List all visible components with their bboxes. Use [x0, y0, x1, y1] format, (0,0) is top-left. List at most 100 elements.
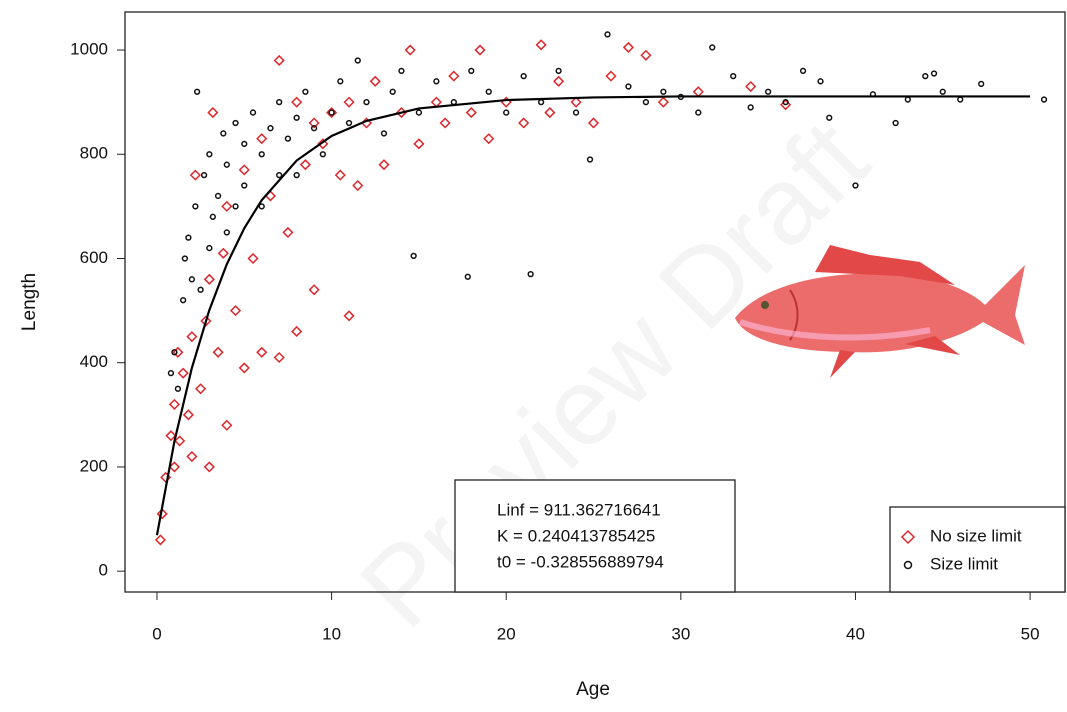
point — [308, 284, 320, 296]
point — [282, 226, 294, 238]
point — [745, 80, 757, 93]
legend-marker — [903, 560, 913, 570]
point — [171, 349, 178, 356]
point — [354, 57, 361, 64]
point — [657, 96, 669, 108]
annotation: t0 = -0.328556889794 — [497, 552, 664, 571]
point — [586, 156, 594, 163]
legend-label: No size limit — [930, 526, 1022, 545]
x-tick-label: 40 — [846, 624, 865, 643]
point — [214, 192, 222, 200]
y-tick-label: 400 — [80, 352, 108, 371]
legend-marker — [900, 529, 916, 545]
point — [465, 107, 477, 119]
point — [188, 276, 196, 283]
point — [284, 135, 292, 142]
x-tick-label: 10 — [322, 624, 341, 643]
point — [415, 109, 423, 116]
point — [640, 49, 652, 61]
fish-illustration — [735, 245, 1025, 378]
point — [369, 75, 381, 87]
point — [413, 138, 425, 150]
point — [206, 151, 213, 158]
point — [156, 508, 168, 520]
point — [957, 96, 964, 103]
point — [319, 151, 326, 158]
point — [182, 409, 194, 421]
point — [223, 229, 230, 236]
point — [782, 99, 789, 106]
point — [241, 140, 248, 147]
point — [380, 130, 388, 137]
point — [291, 96, 303, 108]
point — [345, 119, 353, 127]
point — [200, 315, 212, 327]
point — [780, 99, 792, 111]
point — [660, 88, 667, 95]
point — [692, 86, 704, 98]
point — [174, 385, 182, 392]
point — [587, 117, 600, 129]
point — [302, 88, 309, 95]
point — [343, 96, 355, 108]
y-tick-label: 1000 — [70, 40, 108, 59]
x-axis-label: Age — [576, 679, 610, 700]
fit-line — [155, 95, 1031, 536]
point — [212, 346, 224, 358]
point — [398, 67, 405, 75]
point — [852, 182, 859, 189]
point — [389, 88, 396, 95]
point — [410, 252, 417, 260]
point — [203, 273, 215, 285]
point — [217, 247, 229, 259]
x-tick-label: 30 — [671, 624, 690, 643]
point — [165, 430, 177, 442]
point — [474, 44, 486, 56]
point — [154, 534, 167, 546]
point — [258, 203, 265, 210]
point — [186, 331, 198, 343]
point — [622, 41, 635, 53]
point — [352, 179, 364, 192]
point — [520, 72, 527, 80]
point — [553, 75, 565, 87]
point — [181, 255, 189, 262]
point — [221, 200, 233, 212]
point — [168, 398, 180, 410]
point — [238, 164, 250, 176]
point — [220, 130, 227, 137]
point — [293, 171, 300, 179]
point — [572, 109, 580, 116]
x-tick-label: 50 — [1021, 624, 1040, 643]
point — [544, 107, 556, 119]
point — [310, 125, 318, 132]
point — [464, 273, 471, 280]
point — [195, 383, 207, 395]
point — [299, 159, 311, 171]
point — [256, 346, 268, 358]
point — [197, 286, 204, 293]
point — [378, 159, 390, 171]
point — [308, 117, 320, 129]
x-tick-label: 20 — [497, 624, 516, 643]
point — [535, 39, 547, 51]
point — [174, 435, 186, 447]
point — [483, 133, 495, 145]
point — [939, 88, 946, 95]
point — [276, 171, 283, 179]
point — [276, 99, 283, 106]
point — [229, 305, 242, 317]
legend-box — [889, 506, 1066, 593]
point — [232, 203, 239, 210]
point — [527, 270, 534, 278]
point — [930, 70, 938, 77]
annotation: K = 0.240413785425 — [497, 526, 655, 545]
y-axis-label: Length — [19, 273, 40, 331]
point — [537, 99, 545, 106]
point — [172, 346, 184, 358]
point — [337, 78, 344, 85]
y-tick-label: 800 — [80, 144, 108, 163]
point — [625, 83, 632, 90]
point — [1040, 96, 1048, 103]
point — [249, 109, 257, 116]
